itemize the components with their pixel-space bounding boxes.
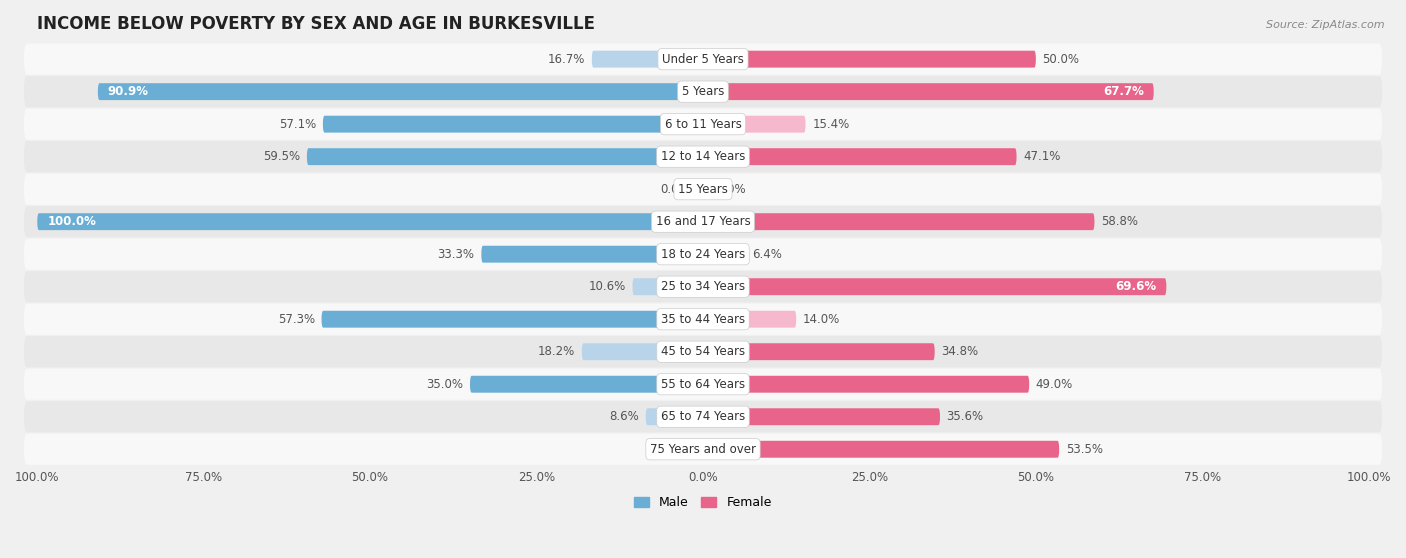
FancyBboxPatch shape — [307, 148, 703, 165]
FancyBboxPatch shape — [24, 141, 1382, 172]
Text: 16.7%: 16.7% — [548, 52, 585, 66]
FancyBboxPatch shape — [24, 239, 1382, 270]
Text: 6 to 11 Years: 6 to 11 Years — [665, 118, 741, 131]
Text: 15.4%: 15.4% — [813, 118, 849, 131]
Text: 45 to 54 Years: 45 to 54 Years — [661, 345, 745, 358]
Text: 8.6%: 8.6% — [609, 410, 640, 423]
Text: 10.6%: 10.6% — [589, 280, 626, 293]
Text: 0.0%: 0.0% — [659, 182, 690, 196]
Text: 18 to 24 Years: 18 to 24 Years — [661, 248, 745, 261]
Text: 14.0%: 14.0% — [803, 312, 841, 326]
Text: 16 and 17 Years: 16 and 17 Years — [655, 215, 751, 228]
FancyBboxPatch shape — [24, 206, 1382, 237]
FancyBboxPatch shape — [703, 213, 1094, 230]
Text: Under 5 Years: Under 5 Years — [662, 52, 744, 66]
Text: 59.5%: 59.5% — [263, 150, 301, 163]
Text: 57.1%: 57.1% — [278, 118, 316, 131]
Text: 50.0%: 50.0% — [1042, 52, 1080, 66]
Text: 100.0%: 100.0% — [48, 215, 96, 228]
Text: 15 Years: 15 Years — [678, 182, 728, 196]
Text: 75 Years and over: 75 Years and over — [650, 442, 756, 456]
FancyBboxPatch shape — [582, 343, 703, 360]
FancyBboxPatch shape — [481, 246, 703, 263]
FancyBboxPatch shape — [24, 174, 1382, 205]
Text: 35.6%: 35.6% — [946, 410, 984, 423]
FancyBboxPatch shape — [703, 51, 1036, 68]
FancyBboxPatch shape — [24, 369, 1382, 400]
FancyBboxPatch shape — [592, 51, 703, 68]
FancyBboxPatch shape — [98, 83, 703, 100]
Text: 65 to 74 Years: 65 to 74 Years — [661, 410, 745, 423]
FancyBboxPatch shape — [703, 408, 941, 425]
FancyBboxPatch shape — [703, 83, 1154, 100]
FancyBboxPatch shape — [703, 116, 806, 133]
FancyBboxPatch shape — [24, 434, 1382, 465]
FancyBboxPatch shape — [703, 441, 1059, 458]
Text: 49.0%: 49.0% — [1036, 378, 1073, 391]
FancyBboxPatch shape — [322, 311, 703, 328]
FancyBboxPatch shape — [703, 376, 1029, 393]
Text: 12 to 14 Years: 12 to 14 Years — [661, 150, 745, 163]
Text: 35 to 44 Years: 35 to 44 Years — [661, 312, 745, 326]
FancyBboxPatch shape — [703, 311, 796, 328]
FancyBboxPatch shape — [24, 401, 1382, 432]
Text: INCOME BELOW POVERTY BY SEX AND AGE IN BURKESVILLE: INCOME BELOW POVERTY BY SEX AND AGE IN B… — [37, 15, 595, 33]
FancyBboxPatch shape — [24, 304, 1382, 335]
Text: 67.7%: 67.7% — [1102, 85, 1143, 98]
Text: 58.8%: 58.8% — [1101, 215, 1137, 228]
FancyBboxPatch shape — [470, 376, 703, 393]
Legend: Male, Female: Male, Female — [630, 491, 776, 514]
Text: 18.2%: 18.2% — [538, 345, 575, 358]
Text: 35.0%: 35.0% — [426, 378, 464, 391]
FancyBboxPatch shape — [703, 246, 745, 263]
FancyBboxPatch shape — [633, 278, 703, 295]
Text: 5 Years: 5 Years — [682, 85, 724, 98]
Text: 33.3%: 33.3% — [437, 248, 475, 261]
Text: 34.8%: 34.8% — [942, 345, 979, 358]
FancyBboxPatch shape — [703, 278, 1167, 295]
FancyBboxPatch shape — [703, 148, 1017, 165]
FancyBboxPatch shape — [24, 336, 1382, 367]
Text: 69.6%: 69.6% — [1115, 280, 1156, 293]
Text: 57.3%: 57.3% — [278, 312, 315, 326]
FancyBboxPatch shape — [37, 213, 703, 230]
Text: 90.9%: 90.9% — [108, 85, 149, 98]
Text: 25 to 34 Years: 25 to 34 Years — [661, 280, 745, 293]
Text: 0.0%: 0.0% — [716, 182, 747, 196]
Text: Source: ZipAtlas.com: Source: ZipAtlas.com — [1267, 20, 1385, 30]
FancyBboxPatch shape — [323, 116, 703, 133]
Text: 6.4%: 6.4% — [752, 248, 782, 261]
FancyBboxPatch shape — [645, 408, 703, 425]
Text: 53.5%: 53.5% — [1066, 442, 1102, 456]
Text: 47.1%: 47.1% — [1024, 150, 1060, 163]
FancyBboxPatch shape — [703, 343, 935, 360]
Text: 55 to 64 Years: 55 to 64 Years — [661, 378, 745, 391]
FancyBboxPatch shape — [24, 76, 1382, 107]
FancyBboxPatch shape — [24, 44, 1382, 75]
Text: 0.0%: 0.0% — [659, 442, 690, 456]
FancyBboxPatch shape — [24, 271, 1382, 302]
FancyBboxPatch shape — [24, 109, 1382, 140]
